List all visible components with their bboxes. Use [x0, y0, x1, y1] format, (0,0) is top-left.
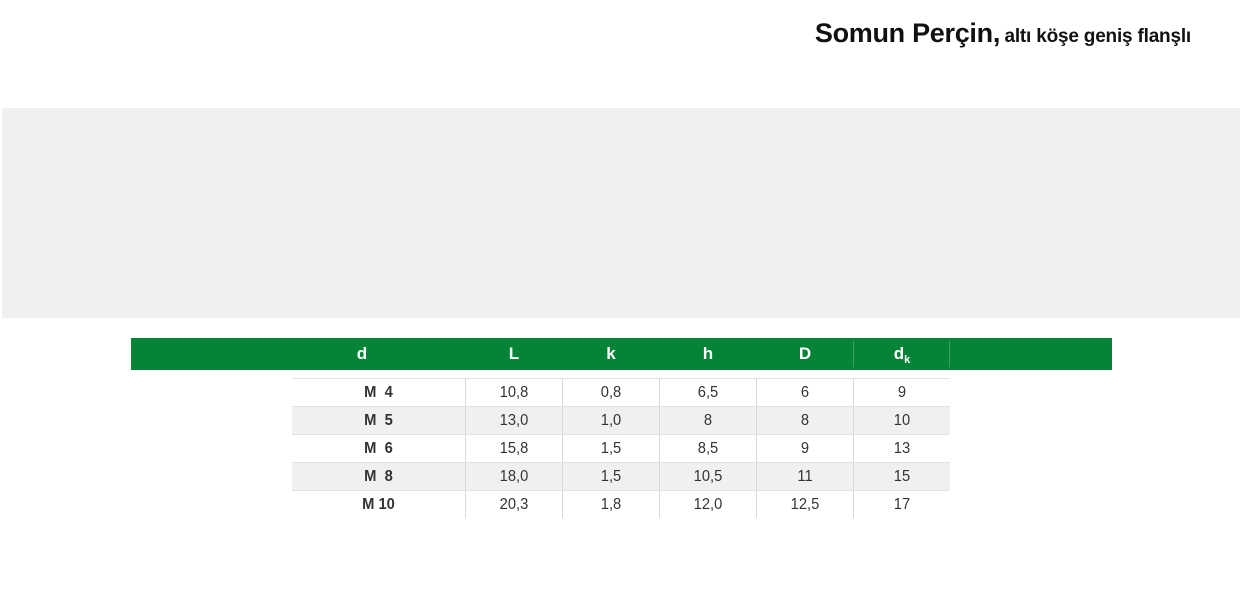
cell-D: 6	[800, 384, 810, 401]
cell-h: 8,5	[697, 440, 719, 457]
table-row: M 8 18,0 1,5 10,5 11 15	[292, 462, 950, 490]
table-row: M 10 20,3 1,8 12,0 12,5 17	[292, 490, 950, 518]
dimension-table: M 4 10,8 0,8 6,5 6 9 M 5 13,0 1,0 8 8 10…	[292, 378, 950, 518]
cell-h: 12,0	[693, 496, 723, 513]
header-dk: dk	[893, 344, 911, 366]
table-row: M 5 13,0 1,0 8 8 10	[292, 406, 950, 434]
cell-k: 1,5	[600, 468, 622, 485]
cell-L: 20,3	[499, 496, 529, 513]
cell-dk: 15	[893, 468, 911, 485]
cell-L: 18,0	[499, 468, 529, 485]
cell-d: M 6	[364, 440, 393, 457]
table-row: M 6 15,8 1,5 8,5 9 13	[292, 434, 950, 462]
header-h: h	[702, 344, 714, 363]
header-D: D	[798, 344, 812, 363]
cell-D: 8	[800, 412, 810, 429]
title-main: Somun Perçin,	[814, 18, 1001, 48]
cell-dk: 17	[893, 496, 911, 513]
cell-h: 10,5	[693, 468, 723, 485]
cell-dk: 13	[893, 440, 911, 457]
table-header: d L k h D dk	[131, 338, 1112, 370]
cell-d: M 10	[362, 496, 395, 513]
header-divider	[949, 341, 950, 367]
cell-k: 1,5	[600, 440, 622, 457]
header-d: d	[356, 344, 368, 363]
cell-k: 0,8	[600, 384, 622, 401]
title-subtitle: altı köşe geniş flanşlı	[1004, 26, 1191, 47]
cell-dk: 10	[893, 412, 911, 429]
cell-d: M 5	[364, 412, 393, 429]
page-title: Somun Perçin, altı köşe geniş flanşlı	[815, 18, 1191, 49]
header-k: k	[606, 344, 616, 363]
table-row: M 4 10,8 0,8 6,5 6 9	[292, 378, 950, 406]
cell-d: M 8	[364, 468, 393, 485]
cell-d: M 4	[364, 384, 393, 401]
product-image-placeholder	[2, 108, 1240, 318]
header-L: L	[508, 344, 520, 363]
cell-D: 12,5	[790, 496, 820, 513]
cell-k: 1,0	[600, 412, 622, 429]
cell-D: 11	[797, 468, 813, 485]
cell-h: 8	[703, 412, 713, 429]
header-divider	[853, 341, 854, 367]
cell-dk: 9	[897, 384, 907, 401]
cell-L: 13,0	[499, 412, 529, 429]
cell-L: 10,8	[499, 384, 529, 401]
cell-D: 9	[800, 440, 810, 457]
cell-L: 15,8	[499, 440, 529, 457]
cell-k: 1,8	[600, 496, 622, 513]
cell-h: 6,5	[697, 384, 719, 401]
